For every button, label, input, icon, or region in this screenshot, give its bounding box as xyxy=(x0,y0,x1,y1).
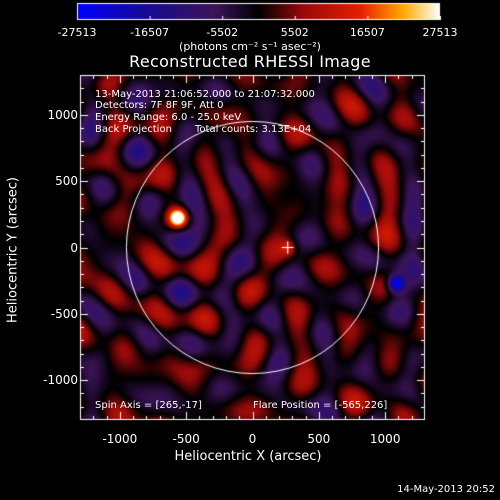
annotation-flare-position: Flare Position = [-565,226] xyxy=(253,400,388,411)
y-tick-label: -1000 xyxy=(43,373,78,388)
x-tick-label: 1000 xyxy=(369,432,401,446)
annotation-spin-axis: Spin Axis = [265,-17] xyxy=(95,400,202,411)
y-tick-label: -500 xyxy=(50,306,78,321)
annotation-energy-range: Energy Range: 6.0 - 25.0 keV xyxy=(95,112,242,123)
x-tick-label: 0 xyxy=(248,432,257,446)
annotation-method: Back Projection xyxy=(95,124,172,135)
y-tick-label: 500 xyxy=(55,174,78,189)
x-tick-label: 500 xyxy=(307,432,331,446)
colorbar-tick-label: -16507 xyxy=(130,26,170,39)
annotation-time-range: 13-May-2013 21:06:52.000 to 21:07:32.000 xyxy=(95,89,315,100)
colorbar-tick-label: 27513 xyxy=(422,26,458,39)
y-tick-label: 1000 xyxy=(47,107,78,122)
y-axis-label: Heliocentric Y (arcsec) xyxy=(5,177,21,323)
annotation-detectors: Detectors: 7F 8F 9F, Att 0 xyxy=(95,100,224,111)
annotation-total-counts: Total counts: 3.13E+04 xyxy=(195,124,312,135)
colorbar-tick-label: 5502 xyxy=(280,26,309,39)
chart-title: Reconstructed RHESSI Image xyxy=(129,52,371,71)
y-tick-label: 0 xyxy=(70,240,78,255)
x-tick-label: -500 xyxy=(172,432,200,446)
colorbar-tick-label: 16507 xyxy=(349,26,385,39)
x-tick-label: -1000 xyxy=(102,432,138,446)
footer-timestamp: 14-May-2013 20:52 xyxy=(397,484,495,495)
colorbar-tick-label: -5502 xyxy=(206,26,239,39)
x-axis-label: Heliocentric X (arcsec) xyxy=(174,449,322,464)
colorbar-tick-label: -27513 xyxy=(57,26,97,39)
colorbar-unit-label: (photons cm⁻² s⁻¹ asec⁻²) xyxy=(179,40,321,53)
